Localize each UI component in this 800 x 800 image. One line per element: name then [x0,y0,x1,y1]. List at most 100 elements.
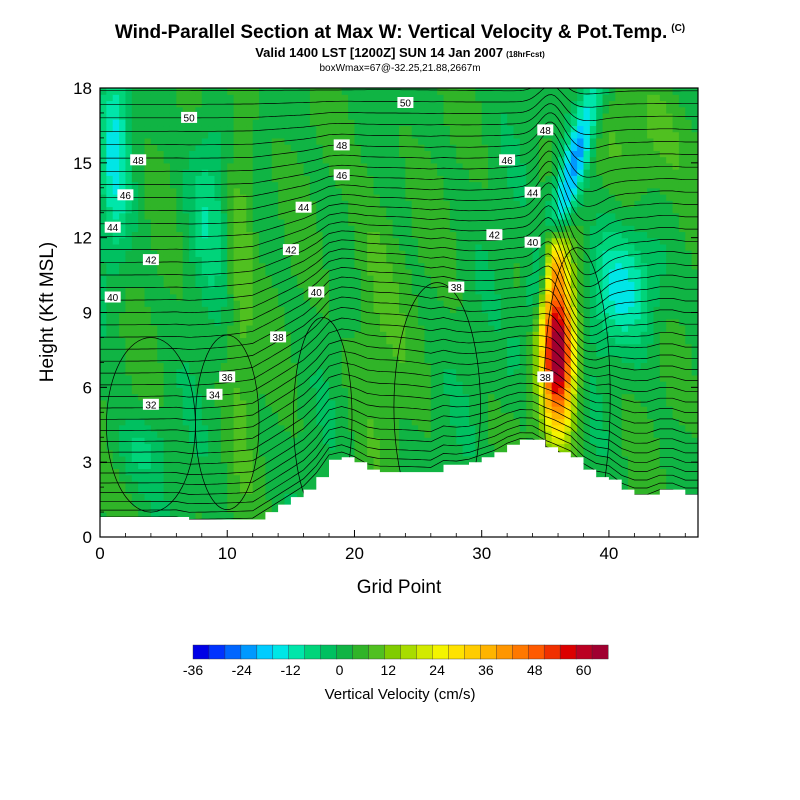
velocity-cell [360,206,368,214]
velocity-cell [246,175,254,183]
velocity-cell [131,437,139,445]
velocity-cell [526,356,534,363]
velocity-cell [309,356,317,363]
velocity-cell [163,368,171,376]
velocity-cell [367,175,375,183]
velocity-cell [456,187,464,195]
velocity-cell [201,212,209,220]
velocity-cell [399,362,406,370]
velocity-cell [182,324,190,332]
velocity-cell [392,218,400,226]
velocity-cell [125,181,133,189]
velocity-cell [182,487,190,494]
velocity-cell [290,318,298,326]
velocity-cell [367,406,375,413]
velocity-cell [227,243,235,251]
velocity-cell [176,100,184,108]
velocity-cell [208,268,216,276]
velocity-cell [335,200,343,208]
velocity-cell [271,144,279,151]
velocity-cell [411,169,419,176]
velocity-cell [411,412,419,420]
velocity-cell [335,362,343,370]
velocity-cell [119,437,127,445]
velocity-cell [519,218,527,226]
velocity-cell [309,250,317,257]
velocity-cell [424,362,432,370]
velocity-cell [106,287,114,295]
velocity-cell [392,181,400,189]
velocity-cell [278,306,286,314]
velocity-cell [335,156,343,164]
velocity-cell [163,175,171,183]
velocity-cell [348,443,356,451]
velocity-cell [488,194,496,201]
velocity-cell [144,169,152,176]
velocity-cell [278,94,286,102]
velocity-cell [163,480,171,488]
velocity-cell [106,106,114,114]
velocity-cell [373,455,381,463]
velocity-cell [303,231,311,239]
velocity-cell [182,231,190,239]
velocity-cell [468,306,476,314]
velocity-cell [119,362,127,370]
velocity-cell [131,112,139,120]
velocity-cell [335,318,343,326]
velocity-cell [386,94,394,102]
velocity-cell [131,412,139,420]
velocity-cell [100,300,107,307]
velocity-cell [284,443,292,451]
velocity-cell [430,218,438,226]
velocity-cell [252,406,260,413]
velocity-cell [405,275,413,282]
velocity-cell [341,131,349,139]
velocity-cell [112,106,120,114]
velocity-cell [316,381,324,388]
velocity-cell [519,324,527,332]
velocity-cell [189,512,197,519]
velocity-cell [488,281,496,289]
velocity-cell [182,194,190,201]
velocity-cell [150,100,158,108]
velocity-cell [526,300,534,307]
velocity-cell [284,449,292,457]
velocity-cell [284,455,292,463]
velocity-cell [169,499,177,507]
velocity-cell [208,324,216,332]
velocity-cell [405,349,413,357]
velocity-cell [392,424,400,432]
velocity-cell [157,112,165,120]
velocity-cell [462,256,470,264]
velocity-cell [386,387,394,395]
velocity-cell [119,287,127,295]
velocity-cell [449,119,457,127]
velocity-cell [176,480,184,488]
velocity-cell [290,200,298,208]
velocity-cell [112,512,120,519]
velocity-cell [303,462,311,470]
velocity-cell [303,449,311,457]
velocity-cell [443,418,451,426]
velocity-cell [360,88,368,95]
velocity-cell [189,368,197,376]
velocity-cell [271,462,279,470]
velocity-cell [259,512,266,519]
velocity-cell [189,156,197,164]
velocity-cell [138,455,146,463]
velocity-cell [233,368,241,376]
velocity-cell [488,406,496,413]
velocity-cell [163,306,171,314]
velocity-cell [100,175,107,183]
velocity-cell [468,281,476,289]
velocity-cell [246,225,254,233]
velocity-cell [475,399,483,407]
velocity-cell [462,150,470,158]
velocity-cell [500,275,508,282]
velocity-cell [163,287,171,295]
velocity-cell [354,449,362,457]
velocity-cell [220,243,228,251]
velocity-cell [125,287,133,295]
velocity-cell [290,399,298,407]
velocity-cell [227,443,235,451]
